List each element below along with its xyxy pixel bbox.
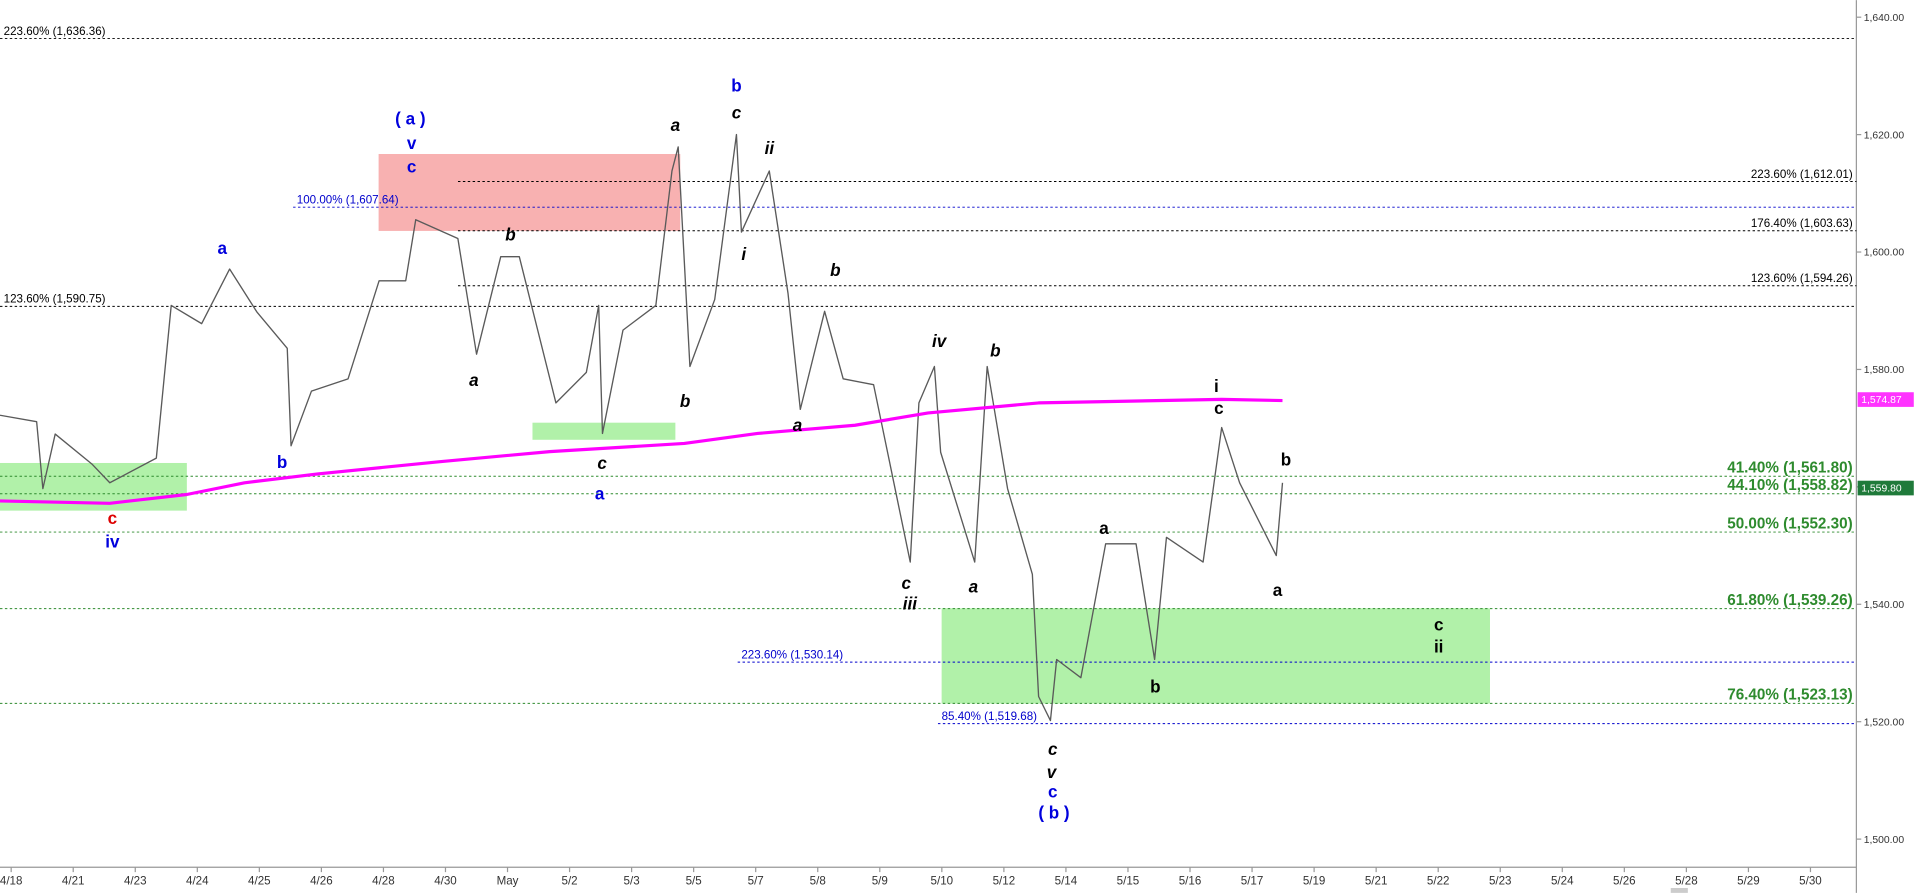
- level-label: 176.40% (1,603.63): [1751, 217, 1853, 230]
- x-tick-label: 5/9: [872, 874, 888, 887]
- y-tick-label: 1,620.00: [1864, 130, 1905, 141]
- level-label: 50.00% (1,552.30): [1727, 515, 1852, 532]
- level-label: 100.00% (1,607.64): [297, 194, 399, 207]
- wave-label: b: [731, 77, 741, 96]
- x-tick-label: 5/30: [1799, 874, 1822, 887]
- level-label: 223.60% (1,636.36): [4, 25, 106, 38]
- x-tick-label: 4/28: [372, 874, 395, 887]
- wave-label: b: [830, 261, 840, 280]
- x-tick-label: 5/14: [1055, 874, 1078, 887]
- level-label: 223.60% (1,612.01): [1751, 168, 1853, 181]
- wave-label: v: [407, 134, 417, 153]
- x-tick-label: 5/21: [1365, 874, 1388, 887]
- x-tick-label: 4/23: [124, 874, 147, 887]
- price-line: [0, 133, 1284, 722]
- level-label: 85.40% (1,519.68): [942, 710, 1038, 723]
- wave-label: c: [597, 454, 607, 473]
- x-tick-label: 5/29: [1737, 874, 1760, 887]
- x-tick-label: 5/17: [1241, 874, 1264, 887]
- x-tick-label: 5/2: [562, 874, 578, 887]
- wave-label: iv: [105, 532, 120, 551]
- price-badge-label: 1,574.87: [1861, 395, 1902, 406]
- wave-label: a: [595, 485, 605, 504]
- level-label: 76.40% (1,523.13): [1727, 687, 1852, 704]
- x-tick-label: 4/26: [310, 874, 333, 887]
- x-tick-label: 5/24: [1551, 874, 1574, 887]
- x-tick-label: 5/12: [993, 874, 1016, 887]
- level-label: 123.60% (1,590.75): [4, 293, 106, 306]
- x-tick-label: 5/10: [931, 874, 954, 887]
- moving-average: [0, 397, 1283, 505]
- level-label: 61.80% (1,539.26): [1727, 592, 1852, 609]
- price-badge: [1857, 392, 1914, 407]
- wave-label: b: [277, 453, 287, 472]
- wave-label: a: [671, 116, 681, 135]
- wave-label: iii: [903, 595, 918, 614]
- y-tick-label: 1,640.00: [1864, 13, 1905, 24]
- x-tick-label: 5/23: [1489, 874, 1512, 887]
- zones: [0, 153, 1490, 704]
- wave-label: a: [969, 577, 979, 596]
- wave-label: c: [1214, 399, 1224, 418]
- wave-label: a: [218, 239, 228, 258]
- wave-label: ii: [765, 139, 776, 158]
- wave-label: a: [469, 371, 479, 390]
- support-zone: [532, 422, 676, 440]
- x-tick-label: 5/3: [624, 874, 640, 887]
- y-tick-label: 1,520.00: [1864, 717, 1905, 728]
- wave-label: b: [1150, 678, 1160, 697]
- x-tick-label: 4/25: [248, 874, 271, 887]
- wave-label: c: [1434, 615, 1443, 634]
- level-label: 41.40% (1,561.80): [1727, 460, 1852, 477]
- wave-label: b: [680, 392, 690, 411]
- x-tick-label: 5/28: [1675, 874, 1698, 887]
- wave-label: i: [741, 245, 747, 264]
- x-tick-label: 5/15: [1117, 874, 1140, 887]
- wave-label: v: [1047, 763, 1058, 782]
- wave-label: c: [108, 509, 118, 528]
- x-tick-label: 5/26: [1613, 874, 1636, 887]
- wave-label: ii: [1434, 637, 1443, 656]
- y-tick-label: 1,540.00: [1864, 600, 1905, 611]
- wave-label: a: [793, 416, 802, 435]
- level-label: 44.10% (1,558.82): [1727, 477, 1852, 494]
- wave-label: c: [901, 574, 911, 593]
- y-tick-label: 1,600.00: [1864, 248, 1905, 259]
- level-label: 223.60% (1,530.14): [741, 649, 843, 662]
- wave-label: b: [505, 226, 515, 245]
- x-tick-label: 4/18: [0, 874, 22, 887]
- x-tick-label: 5/19: [1303, 874, 1326, 887]
- price-badge-label: 1,559.80: [1861, 484, 1902, 495]
- price-badge: [1857, 480, 1914, 496]
- target-zone: [941, 608, 1490, 704]
- wave-label: iv: [932, 332, 948, 351]
- x-tick-label: 5/5: [686, 874, 702, 887]
- wave-label: b: [990, 342, 1000, 361]
- wave-label: c: [732, 104, 742, 123]
- x-tick-label: 5/7: [748, 874, 764, 887]
- scrollbar: [1670, 888, 1688, 893]
- resistance-zone: [378, 153, 681, 231]
- x-tick-label: 4/24: [186, 874, 209, 887]
- x-tick-label: 5/16: [1179, 874, 1202, 887]
- x-tick-label: 4/30: [434, 874, 457, 887]
- y-tick-label: 1,500.00: [1864, 835, 1905, 846]
- wave-label: i: [1214, 377, 1219, 396]
- wave-label: b: [1281, 450, 1291, 469]
- level-label: 123.60% (1,594.26): [1751, 272, 1853, 285]
- wave-label: c: [1048, 783, 1057, 802]
- x-tick-label: May: [497, 874, 519, 887]
- wave-label: a: [1273, 581, 1283, 600]
- y-tick-label: 1,580.00: [1864, 365, 1905, 376]
- x-tick-label: 5/8: [810, 874, 826, 887]
- x-tick-label: 4/21: [62, 874, 85, 887]
- x-tick-label: 5/22: [1427, 874, 1450, 887]
- wave-label: c: [1048, 740, 1058, 759]
- wave-label: a: [1099, 519, 1109, 538]
- wave-label: ( b ): [1038, 803, 1069, 822]
- wave-label: ( a ): [395, 110, 425, 129]
- wave-label: c: [407, 157, 417, 176]
